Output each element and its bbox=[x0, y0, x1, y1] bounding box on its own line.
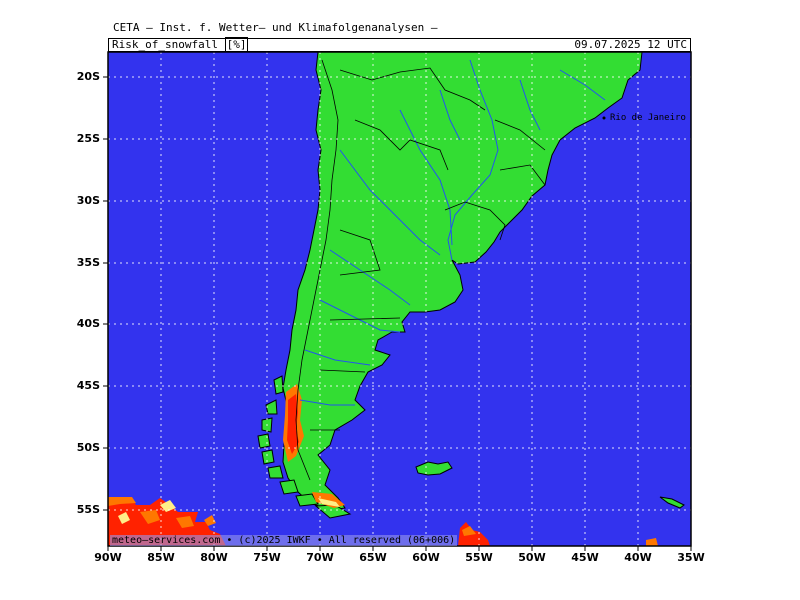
city-marker bbox=[602, 116, 606, 120]
unit-box: [%] bbox=[224, 37, 249, 52]
valid-time: 09.07.2025 12 UTC bbox=[574, 38, 687, 51]
lon-label: 65W bbox=[359, 551, 387, 564]
snow-risk-ocean-s bbox=[458, 522, 658, 546]
lon-label: 45W bbox=[571, 551, 599, 564]
map-frame bbox=[107, 51, 692, 547]
tick-marks bbox=[103, 76, 692, 551]
lon-label: 40W bbox=[624, 551, 652, 564]
lat-label: 35S bbox=[76, 256, 100, 269]
lon-label: 70W bbox=[306, 551, 334, 564]
lat-label: 25S bbox=[76, 132, 100, 145]
chile-islands bbox=[257, 375, 352, 519]
lon-label: 35W bbox=[677, 551, 705, 564]
falkland-islands bbox=[415, 461, 453, 476]
parameter-label: Risk_of_snowfall [%] bbox=[112, 37, 249, 52]
snow-risk-ocean-sw bbox=[108, 497, 226, 546]
lon-label: 85W bbox=[147, 551, 175, 564]
lat-label: 20S bbox=[76, 70, 100, 83]
header-title: CETA — Inst. f. Wetter— und Klimafolgena… bbox=[113, 21, 438, 34]
south-georgia bbox=[659, 496, 685, 509]
lon-label: 50W bbox=[518, 551, 546, 564]
lon-label: 80W bbox=[200, 551, 228, 564]
lon-label: 75W bbox=[253, 551, 281, 564]
gridlines bbox=[108, 52, 691, 546]
city-label: Rio de Janeiro bbox=[610, 113, 686, 123]
rivers bbox=[299, 59, 606, 406]
lat-label: 50S bbox=[76, 441, 100, 454]
lat-label: 40S bbox=[76, 317, 100, 330]
lat-label: 45S bbox=[76, 379, 100, 392]
snow-risk-andes bbox=[283, 384, 345, 508]
lat-label: 30S bbox=[76, 194, 100, 207]
lon-label: 55W bbox=[465, 551, 493, 564]
lat-label: 55S bbox=[76, 503, 100, 516]
lon-label: 60W bbox=[412, 551, 440, 564]
lon-label: 90W bbox=[94, 551, 122, 564]
copyright-footer: meteo—services.com • (c)2025 IWKF • All … bbox=[110, 535, 458, 546]
